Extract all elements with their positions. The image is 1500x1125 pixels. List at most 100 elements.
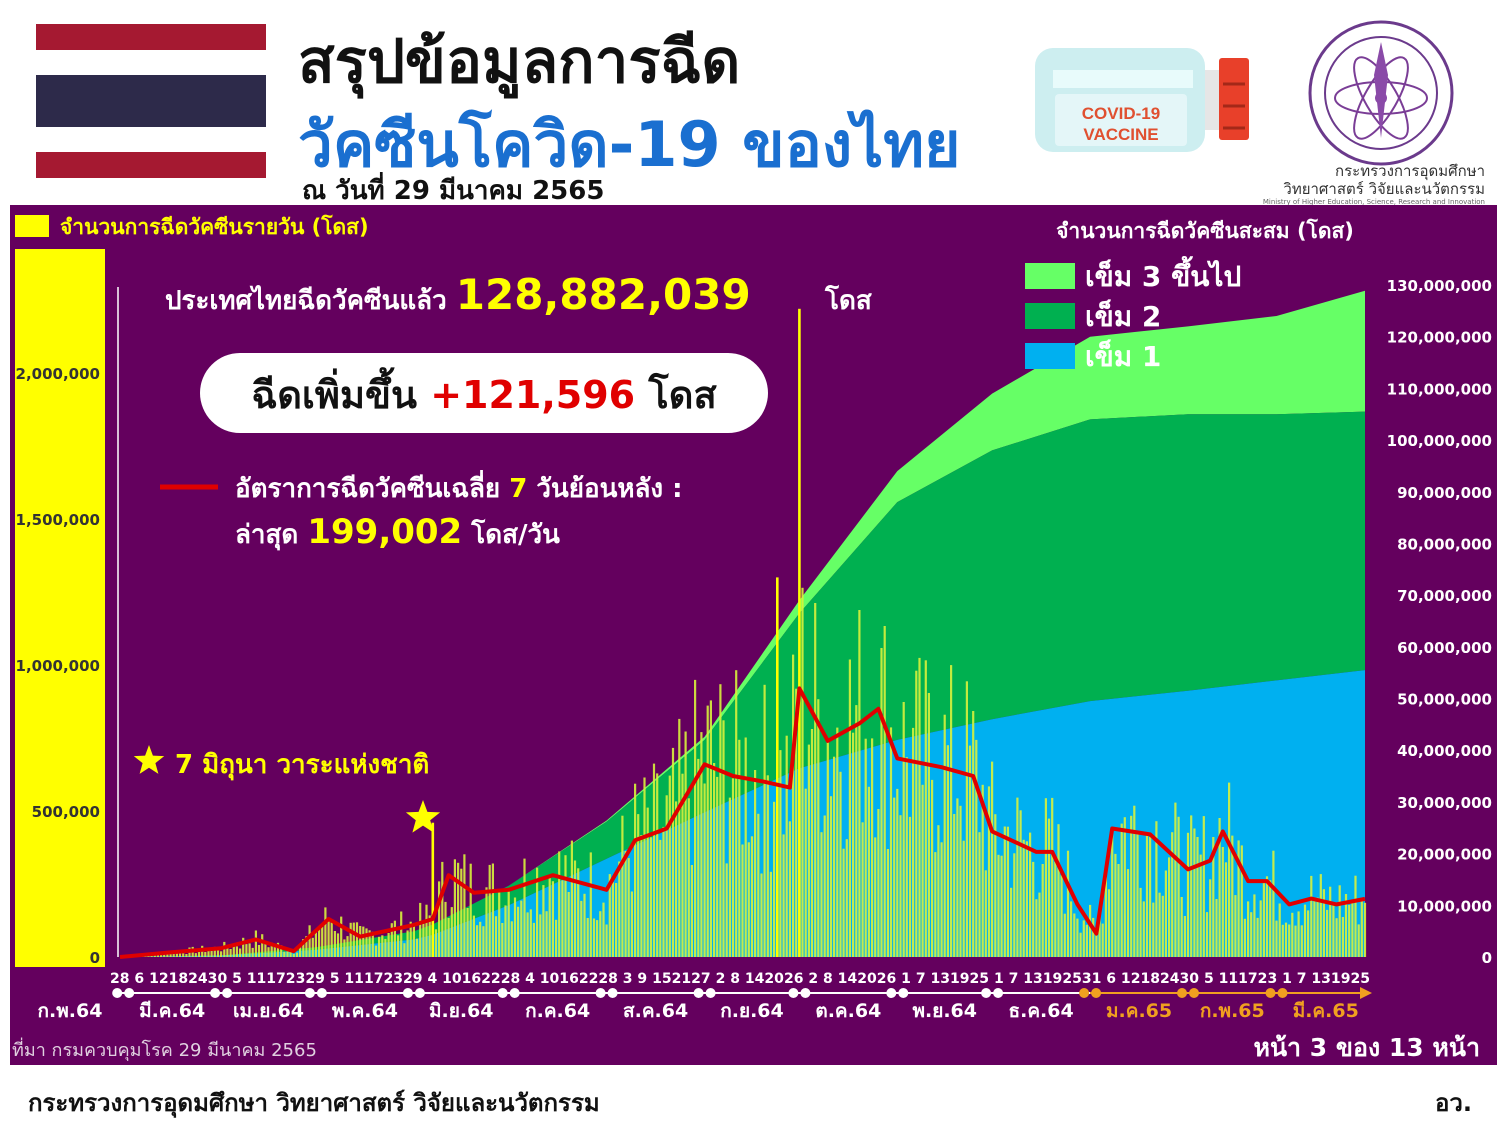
timeline-dot [981, 988, 992, 998]
right-tick-label: 40,000,000 [1397, 742, 1492, 760]
daily-bar [665, 795, 668, 957]
daily-bar [905, 757, 908, 957]
daily-bar [1250, 912, 1253, 957]
daily-bar [488, 864, 491, 957]
latest-rate-line: ล่าสุด 199,002 โดส/วัน [235, 512, 560, 552]
timeline-dot [414, 988, 425, 998]
daily-bar [852, 732, 855, 957]
daily-bar [1054, 861, 1057, 957]
daily-bar [940, 842, 943, 957]
daily-bar [1215, 899, 1218, 957]
daily-bar [434, 929, 438, 957]
moving-average-line [119, 686, 1366, 959]
annotation-star-icon [133, 745, 165, 774]
daily-bar [703, 783, 706, 957]
daily-bar [529, 909, 532, 957]
daily-bar [172, 953, 175, 957]
daily-bar [671, 747, 675, 957]
daily-bar [1269, 880, 1272, 957]
daily-bar [700, 732, 703, 957]
daily-bar [239, 948, 242, 957]
daily-bar [314, 931, 317, 957]
daily-bar [1158, 892, 1161, 957]
daily-bars [122, 587, 1367, 957]
daily-bar [1047, 818, 1051, 957]
daily-bar [1145, 832, 1149, 957]
daily-bar [1190, 815, 1193, 957]
timeline-dot [497, 988, 508, 998]
daily-bar [1085, 924, 1088, 957]
daily-bar [965, 681, 968, 957]
right-tick-label: 110,000,000 [1387, 380, 1492, 398]
daily-bar [950, 665, 953, 957]
daily-bar [207, 949, 210, 957]
daily-bar [1063, 913, 1066, 957]
daily-bar [570, 840, 573, 957]
right-tick-label: 60,000,000 [1397, 639, 1492, 657]
daily-bar [731, 778, 735, 957]
daily-bar [713, 763, 716, 957]
daily-bar [687, 798, 690, 957]
daily-bar [1218, 818, 1221, 957]
daily-bar [457, 862, 460, 957]
right-tick-label: 120,000,000 [1387, 329, 1492, 347]
daily-bar [1247, 901, 1250, 957]
daily-bar [299, 946, 302, 957]
daily-bar [1120, 823, 1123, 957]
daily-bar [280, 945, 283, 957]
right-tick-label: 90,000,000 [1397, 484, 1492, 502]
daily-bar [1237, 840, 1240, 957]
daily-bar [476, 925, 479, 957]
daily-bar [744, 737, 747, 957]
left-axis-strip [15, 249, 105, 967]
daily-bar [656, 773, 659, 957]
daily-bar [908, 816, 912, 957]
daily-bar [204, 952, 207, 957]
daily-bar [769, 871, 772, 957]
daily-bar [504, 905, 507, 957]
timeline-dot [222, 988, 233, 998]
daily-bar [1066, 850, 1070, 957]
daily-bar [596, 920, 599, 957]
daily-bar [817, 699, 820, 957]
daily-bar [397, 935, 400, 957]
daily-bar [978, 832, 981, 957]
left-tick-label: 2,000,000 [16, 365, 100, 383]
daily-bar [1029, 832, 1032, 957]
daily-bar [485, 887, 488, 957]
daily-bar [757, 813, 760, 957]
daily-bar [210, 948, 213, 957]
daily-bar [684, 731, 687, 957]
legend-label: เข็ม 2 [1085, 299, 1161, 333]
daily-bar [270, 942, 273, 957]
daily-bar [807, 744, 810, 957]
daily-bar [359, 926, 362, 957]
timeline-dot [402, 988, 413, 998]
daily-bar [501, 923, 504, 957]
daily-bar [564, 855, 567, 957]
daily-bar [918, 657, 921, 957]
daily-bar [646, 807, 649, 957]
daily-bar [1265, 876, 1269, 957]
daily-bar [194, 953, 197, 957]
daily-bar [833, 756, 836, 957]
timeline-dot [693, 988, 704, 998]
daily-bar [178, 951, 182, 957]
daily-bar [583, 893, 586, 957]
thai-flag-icon [36, 24, 266, 178]
daily-bar [1224, 862, 1228, 957]
daily-bar [874, 837, 877, 957]
report-date: ณ วันที่ 29 มีนาคม 2565 [302, 176, 605, 206]
daily-bar [378, 936, 381, 957]
moving-average-label: อัตราการฉีดวัคซีนเฉลี่ย 7 วันย้อนหลัง : [235, 469, 683, 504]
daily-bar [662, 826, 665, 957]
right-tick-label: 30,000,000 [1397, 794, 1492, 812]
timeline-dot [800, 988, 811, 998]
month-label: ก.พ.65 [1200, 1000, 1265, 1022]
daily-bar [608, 874, 611, 957]
daily-bar [864, 738, 867, 957]
daily-bar [548, 876, 551, 957]
daily-bar [943, 714, 946, 957]
daily-bar [441, 861, 444, 957]
month-label: มี.ค.64 [139, 1000, 205, 1022]
